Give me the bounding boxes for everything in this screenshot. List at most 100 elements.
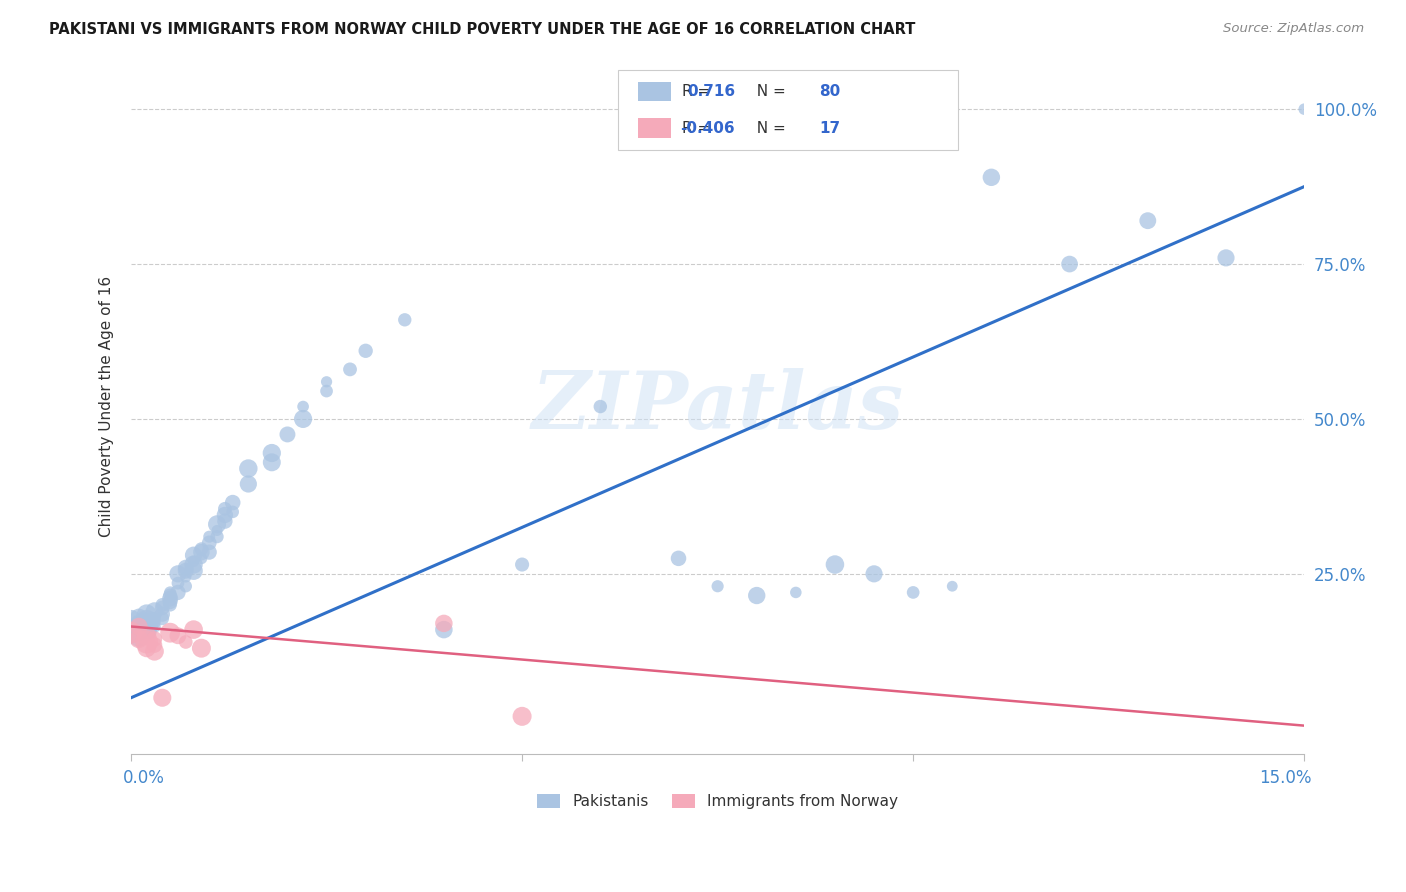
Point (120, 625, 142, 640)
Point (150, 601, 173, 615)
Point (128, 619, 150, 633)
FancyBboxPatch shape (638, 82, 671, 102)
Point (183, 548, 205, 562)
Point (135, 617, 157, 632)
Point (150, 690, 173, 705)
Point (433, 616, 456, 631)
Y-axis label: Child Poverty Under the Age of 16: Child Poverty Under the Age of 16 (100, 276, 114, 537)
Point (143, 619, 166, 633)
Point (167, 566, 190, 581)
Point (785, 585, 807, 599)
Point (276, 427, 298, 442)
Point (668, 551, 690, 566)
Point (159, 585, 181, 599)
Point (183, 554, 205, 568)
Point (198, 530, 221, 544)
Point (135, 624, 157, 638)
Point (901, 585, 924, 599)
Point (941, 579, 963, 593)
Point (159, 625, 181, 640)
Text: R =: R = (682, 120, 716, 136)
Point (980, 170, 1002, 185)
Point (1136, 213, 1159, 227)
Legend: Pakistanis, Immigrants from Norway: Pakistanis, Immigrants from Norway (531, 788, 904, 815)
Point (238, 477, 260, 491)
Text: 15.0%: 15.0% (1260, 769, 1312, 787)
Point (205, 530, 228, 544)
Point (120, 623, 142, 637)
Point (198, 536, 221, 550)
Point (190, 545, 212, 559)
Point (174, 635, 197, 649)
Point (205, 517, 228, 532)
Text: 17: 17 (820, 120, 841, 136)
Point (1215, 251, 1237, 265)
Point (174, 579, 197, 593)
Point (159, 598, 181, 612)
Point (128, 616, 150, 631)
Point (510, 558, 533, 572)
Point (128, 610, 150, 624)
Point (824, 558, 846, 572)
Point (135, 635, 157, 649)
Point (510, 709, 533, 723)
Text: 80: 80 (820, 84, 841, 99)
Point (190, 551, 212, 566)
Text: ZIPatlas: ZIPatlas (531, 368, 904, 445)
Text: R =: R = (682, 84, 716, 99)
Point (167, 629, 190, 643)
Point (183, 623, 205, 637)
Point (1059, 257, 1081, 271)
Point (205, 524, 228, 538)
Point (143, 632, 166, 646)
Text: N =: N = (747, 84, 790, 99)
Point (135, 629, 157, 643)
Point (198, 545, 221, 559)
Point (159, 591, 181, 606)
Point (745, 589, 768, 603)
Point (214, 514, 236, 528)
Point (143, 638, 166, 652)
Point (174, 570, 197, 584)
Text: 0.0%: 0.0% (124, 769, 165, 787)
Point (135, 607, 157, 621)
Point (292, 400, 315, 414)
Point (159, 589, 181, 603)
Point (135, 613, 157, 627)
Text: -0.406: -0.406 (681, 120, 735, 136)
Point (214, 501, 236, 516)
Text: PAKISTANI VS IMMIGRANTS FROM NORWAY CHILD POVERTY UNDER THE AGE OF 16 CORRELATIO: PAKISTANI VS IMMIGRANTS FROM NORWAY CHIL… (49, 22, 915, 37)
Point (128, 632, 150, 646)
Point (706, 579, 728, 593)
Point (863, 566, 886, 581)
Point (433, 623, 456, 637)
Point (120, 625, 142, 640)
Point (183, 558, 205, 572)
Point (589, 400, 612, 414)
Point (354, 343, 377, 358)
Point (150, 607, 173, 621)
Point (315, 384, 337, 398)
FancyBboxPatch shape (617, 70, 957, 150)
Point (214, 508, 236, 522)
Point (183, 564, 205, 578)
FancyBboxPatch shape (638, 119, 671, 138)
Text: 0.716: 0.716 (688, 84, 735, 99)
Point (143, 644, 166, 658)
Point (260, 446, 283, 460)
Point (260, 455, 283, 469)
Point (174, 564, 197, 578)
Point (190, 641, 212, 656)
Point (150, 598, 173, 612)
Point (167, 576, 190, 591)
Point (1294, 102, 1316, 116)
Point (292, 412, 315, 426)
Point (167, 585, 190, 599)
Point (339, 362, 361, 376)
Point (120, 613, 142, 627)
Point (394, 313, 416, 327)
Point (174, 560, 197, 574)
Point (190, 542, 212, 557)
Point (135, 641, 157, 656)
Point (238, 461, 260, 475)
